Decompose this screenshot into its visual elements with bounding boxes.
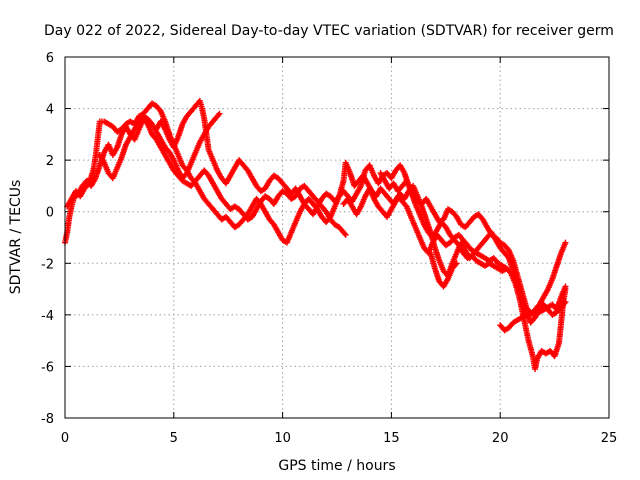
data-point <box>503 265 510 272</box>
y-tick-label: -4 <box>41 309 54 324</box>
data-point <box>402 202 409 209</box>
x-tick-label: 15 <box>383 431 400 446</box>
y-tick-label: 0 <box>46 206 54 221</box>
y-tick-label: -6 <box>41 360 54 375</box>
y-tick-label: 4 <box>46 103 54 118</box>
data-point <box>561 300 568 307</box>
data-point <box>215 112 222 119</box>
data-point <box>182 171 189 178</box>
data-point <box>342 231 349 238</box>
y-axis-label: SDTVAR / TECUs <box>8 180 24 295</box>
data-point <box>326 215 333 222</box>
data-point <box>562 283 569 290</box>
x-tick-label: 5 <box>170 431 178 446</box>
x-axis-label: GPS time / hours <box>278 458 395 474</box>
y-tick-label: -2 <box>41 257 54 272</box>
data-point <box>562 298 569 305</box>
y-tick-label: 2 <box>46 154 54 169</box>
x-tick-label: 25 <box>601 431 618 446</box>
y-tick-label: 6 <box>46 51 54 66</box>
data-point <box>562 239 569 246</box>
data-point <box>452 261 459 268</box>
data-point <box>504 246 511 253</box>
data-point <box>216 110 223 117</box>
y-tick-labels: -8 -6 -4 -2 0 2 4 6 <box>41 51 54 427</box>
x-tick-labels: 0 5 10 15 20 25 <box>61 431 617 446</box>
data-point <box>341 230 348 237</box>
x-tick-label: 10 <box>274 431 291 446</box>
plot-frame <box>64 56 610 419</box>
y-tick-label: -8 <box>41 412 54 427</box>
data-points <box>62 97 569 373</box>
chart-title: Day 022 of 2022, Sidereal Day-to-day VTE… <box>44 23 614 39</box>
x-tick-label: 0 <box>61 431 69 446</box>
x-tick-label: 20 <box>492 431 509 446</box>
data-point <box>156 106 163 113</box>
data-point <box>453 260 460 267</box>
